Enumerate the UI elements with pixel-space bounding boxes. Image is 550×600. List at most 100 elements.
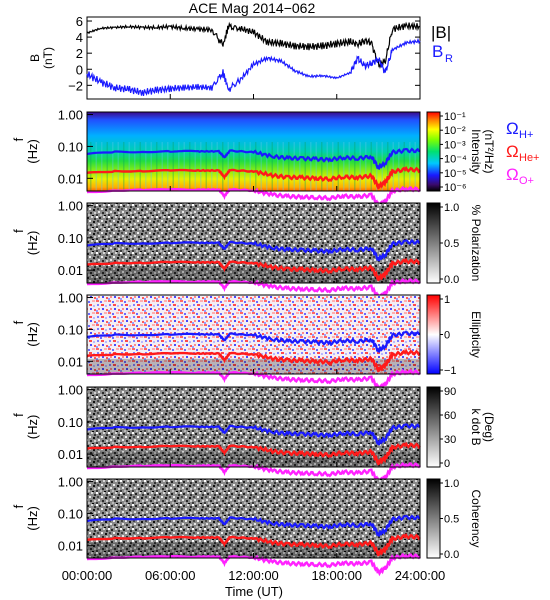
intensity-texture xyxy=(238,142,240,191)
colorbar-swatch xyxy=(426,294,441,375)
intensity-texture xyxy=(172,142,174,191)
intensity-texture xyxy=(387,142,389,191)
gyro-legend-omega: Ω xyxy=(506,142,519,161)
intensity-texture xyxy=(260,142,262,191)
gyro-line-h xyxy=(86,147,421,170)
intensity-texture xyxy=(288,142,290,191)
intensity-texture xyxy=(112,142,114,191)
legend-b-r: B xyxy=(432,42,443,61)
intensity-texture xyxy=(216,142,218,191)
intensity-texture xyxy=(398,142,400,191)
colorbar-swatch xyxy=(426,111,441,192)
colorbar-tick-label: 10⁻² xyxy=(444,125,466,137)
colorbar-tick-label: 0.0 xyxy=(444,274,459,286)
freq-tick-label: 1.00 xyxy=(58,383,83,398)
colorbar-tick-label: 60 xyxy=(444,410,456,422)
freq-tick-label: 0.10 xyxy=(58,231,83,246)
intensity-texture xyxy=(414,142,416,191)
colorbar-unit: (nT²/Hz) xyxy=(482,130,496,174)
intensity-texture xyxy=(282,142,284,191)
freq-tick-label: 0.01 xyxy=(58,354,83,369)
colorbar-tick-label: 10⁻⁶ xyxy=(444,182,467,194)
colorbar-swatch xyxy=(426,478,441,559)
gyro-line-h xyxy=(86,238,421,262)
gyro-line-he xyxy=(86,441,421,466)
intensity-texture xyxy=(337,142,339,191)
colorbar-tick-label: 0.5 xyxy=(444,514,459,526)
colorbar-unit: (Deg) xyxy=(482,412,496,442)
intensity-texture xyxy=(304,142,306,191)
freq-unit: (Hz) xyxy=(25,415,40,440)
b-ytick-label: 0 xyxy=(76,62,83,77)
gyro-line-h xyxy=(86,422,421,446)
freq-tick-label: 0.01 xyxy=(58,538,83,553)
freq-tick-label: 0.10 xyxy=(58,139,83,154)
intensity-texture xyxy=(189,142,191,191)
spectrogram-panel-5: 1.00 0.10 0.01 f (Hz) 1.0 0.5 0.0 Coherency xyxy=(11,475,483,577)
freq-tick-label: 0.01 xyxy=(58,263,83,278)
x-tick-label: 24:00:00 xyxy=(395,568,446,583)
spectrogram-panels: 1.000.100.01f (Hz)10⁻¹10⁻²10⁻³10⁻⁴10⁻⁵10⁻… xyxy=(11,108,540,577)
colorbar-tick-label: 0 xyxy=(444,458,450,470)
x-tick-label: 12:00:00 xyxy=(228,568,279,583)
colorbar-4: 90 60 30 0 k dot B (Deg) xyxy=(426,386,496,470)
intensity-texture xyxy=(101,142,103,191)
b-ytick-label: 6 xyxy=(76,14,83,29)
freq-tick-label: 1.00 xyxy=(58,475,83,490)
gyro-line-he xyxy=(86,165,421,190)
b-total-line xyxy=(86,21,421,70)
x-axis-label: Time (UT) xyxy=(225,584,283,599)
intensity-texture xyxy=(299,142,301,191)
freq-tick-label: 0.01 xyxy=(58,447,83,462)
intensity-texture xyxy=(178,142,180,191)
colorbar-tick-label: 90 xyxy=(444,386,456,398)
intensity-texture xyxy=(315,142,317,191)
intensity-texture xyxy=(205,142,207,191)
legend-b-r-sub: R xyxy=(445,53,453,65)
intensity-texture xyxy=(95,142,97,191)
colorbar-tick-label: −1 xyxy=(444,365,457,377)
colorbar-tick-label: 30 xyxy=(444,434,456,446)
intensity-texture xyxy=(359,142,361,191)
freq-unit: (Hz) xyxy=(25,139,40,164)
freq-unit: (Hz) xyxy=(25,506,40,531)
freq-tick-label: 1.00 xyxy=(58,199,83,214)
gyro-legend-omega: Ω xyxy=(506,119,519,138)
freq-tick-label: 0.01 xyxy=(58,171,83,186)
intensity-texture xyxy=(293,142,295,191)
intensity-texture xyxy=(90,142,92,191)
gyro-line-o xyxy=(86,552,421,577)
intensity-texture xyxy=(134,142,136,191)
intensity-texture xyxy=(233,142,235,191)
figure-title: ACE Mag 2014−062 xyxy=(189,0,316,16)
freq-tick-label: 0.10 xyxy=(58,506,83,521)
colorbar-label: k dot B xyxy=(469,408,483,445)
colorbar-tick-label: 0.0 xyxy=(444,549,459,561)
colorbar-swatch xyxy=(426,202,441,284)
gyro-legend: Ω H+Ω He+Ω O+ xyxy=(506,119,540,187)
intensity-texture xyxy=(370,142,372,191)
intensity-texture xyxy=(167,142,169,191)
b-ytick-label: 4 xyxy=(76,30,83,45)
intensity-texture xyxy=(326,142,328,191)
b-ytick-label: 2 xyxy=(76,46,83,61)
colorbar-label: % Polarization xyxy=(469,205,483,282)
intensity-texture xyxy=(128,142,130,191)
gyro-legend-ion: He+ xyxy=(519,152,540,164)
colorbar-tick-label: 1.0 xyxy=(444,202,459,214)
intensity-texture xyxy=(310,142,312,191)
intensity-texture xyxy=(277,142,279,191)
intensity-texture xyxy=(321,142,323,191)
b-yunit: (nT) xyxy=(41,47,55,69)
spectrogram-panel-3: 1.00 0.10 0.01 f (Hz) 1 0 −1 Ellipticity xyxy=(11,291,483,393)
freq-unit: (Hz) xyxy=(25,322,40,347)
freq-unit: (Hz) xyxy=(25,231,40,256)
b-panel-frame xyxy=(86,16,421,100)
b-r-line xyxy=(86,37,421,97)
intensity-texture xyxy=(227,142,229,191)
intensity-texture xyxy=(156,142,158,191)
gyro-line-he xyxy=(86,348,421,373)
intensity-texture xyxy=(365,142,367,191)
intensity-texture xyxy=(354,142,356,191)
